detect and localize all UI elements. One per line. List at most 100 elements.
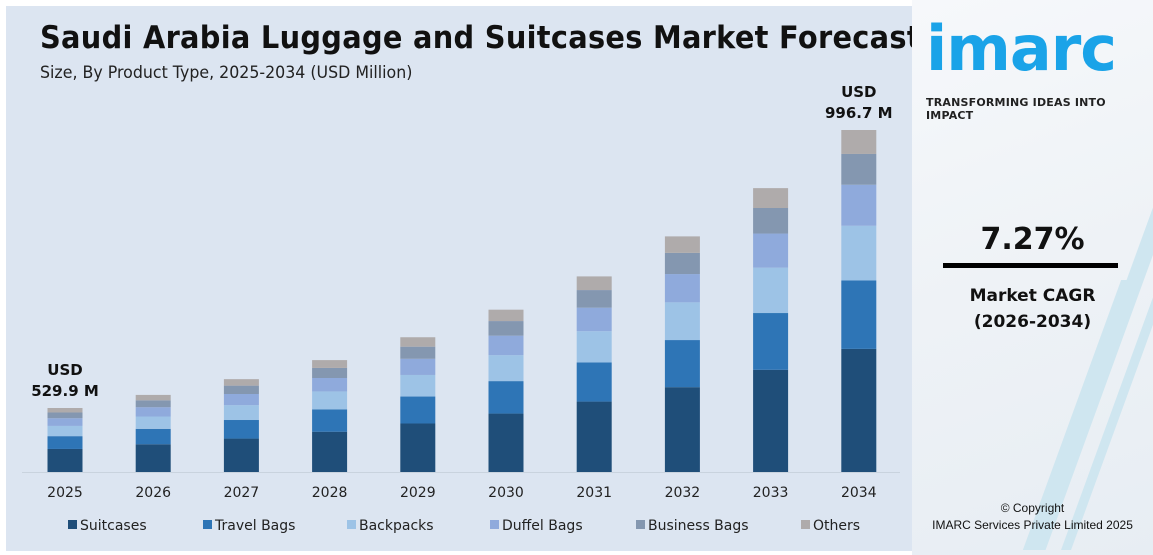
bar-segment-duffel-bags-2033 <box>753 233 789 268</box>
legend-swatch <box>203 520 212 529</box>
data-label-value: 529.9 M <box>31 382 99 400</box>
bar-segment-backpacks-2030 <box>488 355 524 382</box>
x-tick-label: 2029 <box>400 485 436 501</box>
bar-segment-backpacks-2027 <box>223 405 259 421</box>
x-tick-label: 2026 <box>135 485 171 501</box>
bar-segment-suitcases-2030 <box>488 413 524 472</box>
divider <box>943 263 1118 268</box>
x-tick-label: 2025 <box>47 485 83 501</box>
bar-segment-backpacks-2031 <box>576 331 612 363</box>
x-tick-label: 2032 <box>665 485 701 501</box>
legend-item: Backpacks <box>359 518 434 534</box>
bar-segment-travel-bags-2028 <box>312 409 348 432</box>
bar-segment-backpacks-2034 <box>841 225 877 281</box>
data-label-currency: USD <box>47 361 82 379</box>
legend-item: Suitcases <box>80 518 147 534</box>
legend-item: Duffel Bags <box>502 518 583 534</box>
chart-title: Saudi Arabia Luggage and Suitcases Marke… <box>40 20 921 56</box>
bar-segment-business-bags-2025 <box>47 412 83 419</box>
bar-segment-duffel-bags-2026 <box>135 407 171 417</box>
bar-segment-suitcases-2032 <box>664 387 700 472</box>
data-label-currency: USD <box>841 83 876 101</box>
bar-segment-others-2029 <box>400 337 436 347</box>
bar-segment-suitcases-2027 <box>223 438 259 472</box>
bar-segment-backpacks-2029 <box>400 374 436 397</box>
bar-segment-duffel-bags-2034 <box>841 184 877 226</box>
bar-segment-duffel-bags-2029 <box>400 358 436 375</box>
data-label-value: 996.7 M <box>825 104 893 122</box>
bar-segment-others-2027 <box>223 379 259 386</box>
stacked-bar-chart: 2025 2026 2027 2028 2029 2030 2031 2032 2033 2034… <box>22 83 900 534</box>
legend-swatch <box>347 520 356 529</box>
bar-segment-others-2030 <box>488 309 524 322</box>
bar-segment-duffel-bags-2031 <box>576 307 612 332</box>
bar-segment-duffel-bags-2027 <box>223 393 259 406</box>
bar-segment-suitcases-2034 <box>841 348 877 472</box>
bar-segment-suitcases-2026 <box>135 444 171 472</box>
bar-segment-travel-bags-2033 <box>753 313 789 370</box>
bar-segment-suitcases-2031 <box>576 401 612 472</box>
company-name: IMARC Services Private Limited 2025 <box>932 518 1133 532</box>
copyright-text: © Copyright <box>1000 501 1065 515</box>
bar-segment-others-2028 <box>312 360 348 368</box>
cagr-label-text: Market CAGR <box>969 286 1096 306</box>
bar-segment-suitcases-2025 <box>47 448 83 472</box>
x-tick-label: 2030 <box>488 485 524 501</box>
bar-segment-others-2032 <box>664 236 700 253</box>
info-panel: imarc TRANSFORMING IDEAS INTO IMPACT 7.2… <box>912 0 1153 555</box>
legend-swatch <box>801 520 810 529</box>
bar-segment-duffel-bags-2028 <box>312 378 348 392</box>
x-tick-label: 2031 <box>576 485 612 501</box>
bar-segment-business-bags-2027 <box>223 385 259 394</box>
bar-segment-travel-bags-2031 <box>576 362 612 402</box>
bar-segment-backpacks-2025 <box>47 425 83 437</box>
bar-segment-backpacks-2032 <box>664 302 700 341</box>
tagline: TRANSFORMING IDEAS INTO IMPACT <box>926 96 1106 122</box>
bar-segment-travel-bags-2029 <box>400 396 436 424</box>
bar-segment-business-bags-2031 <box>576 290 612 308</box>
bar-segment-travel-bags-2027 <box>223 420 259 439</box>
bar-segment-business-bags-2026 <box>135 400 171 408</box>
cagr-period: (2026-2034) <box>973 312 1092 332</box>
bar-segment-duffel-bags-2030 <box>488 335 524 356</box>
bar-segment-suitcases-2029 <box>400 423 436 472</box>
bar-segment-business-bags-2028 <box>312 367 348 379</box>
legend-item: Business Bags <box>648 518 749 534</box>
imarc-logo: imarc <box>926 12 1117 85</box>
bar-segment-travel-bags-2025 <box>47 436 83 449</box>
x-tick-label: 2033 <box>753 485 789 501</box>
bar-segment-travel-bags-2034 <box>841 280 877 349</box>
bar-segment-others-2025 <box>47 408 83 413</box>
bar-segment-backpacks-2033 <box>753 267 789 314</box>
cagr-label: Market CAGR (2026-2034) <box>912 283 1153 335</box>
bar-segment-business-bags-2030 <box>488 321 524 336</box>
cagr-value: 7.27% <box>980 222 1085 257</box>
legend-item: Travel Bags <box>214 518 295 534</box>
bar-segment-travel-bags-2032 <box>664 340 700 388</box>
x-tick-label: 2028 <box>312 485 348 501</box>
bar-segment-duffel-bags-2032 <box>664 274 700 303</box>
bar-segment-backpacks-2028 <box>312 391 348 410</box>
bar-segment-travel-bags-2026 <box>135 428 171 445</box>
x-tick-label: 2027 <box>224 485 260 501</box>
x-tick-label: 2034 <box>841 485 877 501</box>
bar-segment-business-bags-2033 <box>753 207 789 234</box>
bar-segment-backpacks-2026 <box>135 416 171 429</box>
bar-segment-suitcases-2028 <box>312 431 348 472</box>
bar-segment-others-2031 <box>576 276 612 291</box>
bar-segment-business-bags-2032 <box>664 252 700 275</box>
bar-segment-others-2034 <box>841 130 877 154</box>
legend-swatch <box>490 520 499 529</box>
bar-segment-others-2033 <box>753 188 789 208</box>
bar-segment-suitcases-2033 <box>753 369 789 472</box>
bar-segment-others-2026 <box>135 394 171 401</box>
legend-swatch <box>68 520 77 529</box>
bar-segment-business-bags-2029 <box>400 346 436 359</box>
chart-subtitle: Size, By Product Type, 2025-2034 (USD Mi… <box>40 63 413 83</box>
copyright: © Copyright IMARC Services Private Limit… <box>912 500 1153 534</box>
bar-segment-business-bags-2034 <box>841 153 877 185</box>
legend-swatch <box>636 520 645 529</box>
bar-segment-travel-bags-2030 <box>488 381 524 414</box>
legend-item: Others <box>813 518 860 534</box>
bar-segment-duffel-bags-2025 <box>47 418 83 426</box>
